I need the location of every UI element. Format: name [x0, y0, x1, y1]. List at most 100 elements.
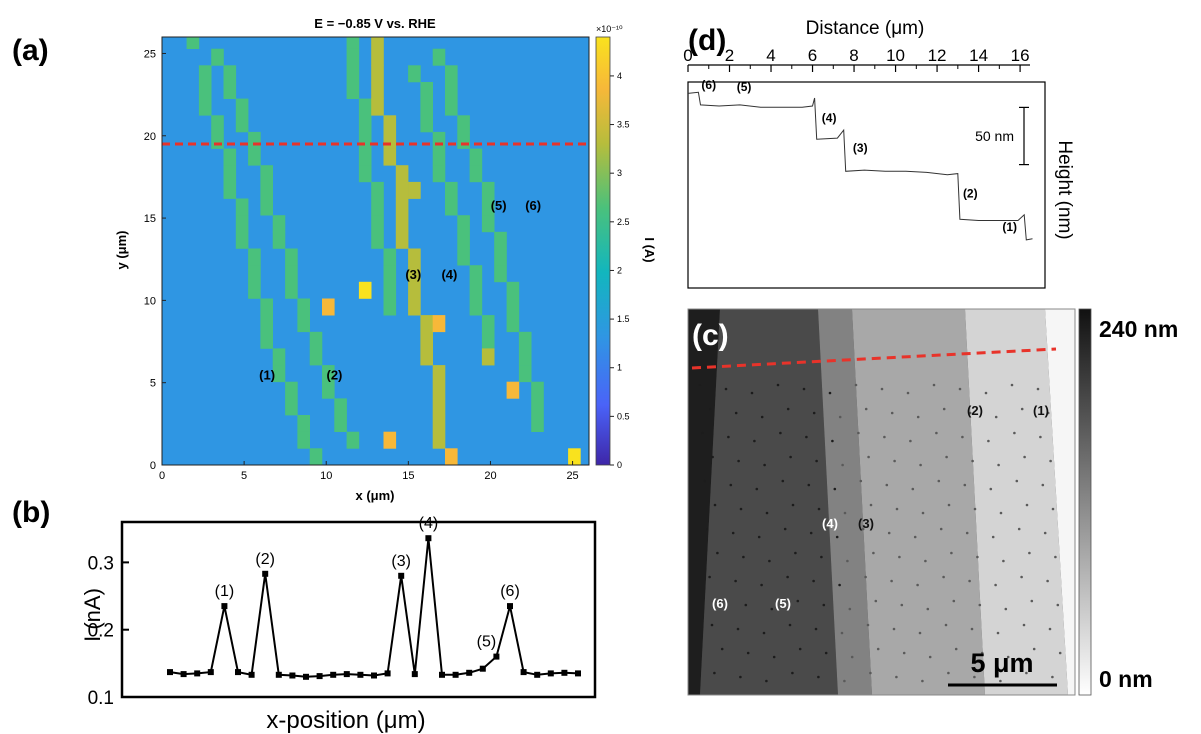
heatmap-cell	[285, 248, 298, 266]
heatmap-cell	[358, 165, 372, 183]
line-chart-annotation: (2)	[255, 551, 275, 568]
heatmap-cell	[260, 198, 273, 216]
afm-pit	[710, 623, 714, 627]
heatmap-cell	[272, 215, 286, 233]
profile-frame	[687, 81, 1046, 289]
afm-pit	[716, 551, 719, 555]
line-chart-annotation: (3)	[391, 553, 411, 570]
afm-pit	[727, 435, 730, 439]
afm-pit	[750, 391, 754, 395]
line-chart-point	[248, 671, 255, 678]
afm-pit	[831, 439, 834, 443]
afm-pit	[739, 507, 743, 511]
afm-pit	[705, 527, 709, 531]
heatmap-xtick-label: 10	[320, 470, 332, 482]
afm-pit	[760, 415, 764, 419]
afm-pit	[965, 531, 969, 535]
heatmap-cell	[358, 115, 372, 133]
heatmap-cell	[432, 381, 446, 399]
panel-a-label: (a)	[12, 34, 49, 67]
heatmap-cell	[383, 131, 397, 149]
afm-pit	[812, 411, 816, 415]
heatmap-cell	[260, 315, 273, 333]
afm-pit	[1017, 527, 1021, 531]
profile-annotation: (2)	[963, 187, 978, 201]
afm-pit	[828, 391, 832, 395]
afm-pit	[945, 455, 948, 459]
line-chart-series	[169, 538, 579, 678]
afm-pit	[869, 503, 873, 507]
line-chart-point	[561, 669, 568, 676]
heatmap-cell	[420, 348, 433, 366]
afm-pit	[989, 487, 993, 491]
afm-pit	[944, 623, 948, 627]
afm-pit	[737, 459, 740, 463]
afm-pit	[1046, 411, 1050, 415]
heatmap-cell	[358, 148, 372, 166]
heatmap-cell	[481, 198, 495, 216]
heatmap-cell	[408, 65, 421, 83]
heatmap-colorbar-tick-label: 3.5	[617, 120, 630, 130]
heatmap-cell	[432, 431, 446, 449]
heatmap-annotation: (6)	[525, 198, 541, 213]
afm-pit	[850, 655, 854, 659]
heatmap-colorbar-tick-label: 2.5	[617, 217, 630, 227]
heatmap-cell	[346, 82, 360, 99]
heatmap-cell	[395, 181, 409, 199]
afm-pit	[835, 535, 839, 539]
line-chart-annotation: (5)	[477, 634, 497, 651]
afm-pit	[786, 575, 789, 579]
profile-ylabel: Height (nm)	[1054, 140, 1075, 239]
heatmap-cell	[432, 148, 446, 166]
afm-label-4: (4)	[822, 516, 838, 531]
heatmap-cells	[162, 37, 589, 465]
heatmap-colorbar-exponent: ×10⁻¹⁰	[596, 24, 623, 34]
afm-pit	[952, 599, 956, 603]
heatmap-cell	[235, 115, 249, 133]
afm-pit	[718, 599, 722, 603]
heatmap-xtick-label: 15	[402, 470, 414, 482]
afm-pit	[947, 503, 951, 507]
afm-pit	[760, 583, 763, 587]
afm-pit	[980, 651, 984, 655]
afm-pit	[1006, 655, 1010, 659]
profile-xtick-label: 6	[808, 46, 817, 65]
heatmap-cell	[223, 148, 237, 166]
afm-label-5: (5)	[775, 596, 791, 611]
afm-pit	[1056, 603, 1060, 607]
afm-pit	[994, 415, 998, 419]
heatmap-hot-cell	[481, 348, 495, 366]
heatmap-cell	[506, 281, 520, 299]
heatmap-cell	[211, 115, 224, 133]
panel-d-height-profile: (d) Distance (μm) 0 2 4 6 8 10 12 14 16 (6) (5) (4…	[683, 18, 1075, 289]
afm-pit	[924, 559, 927, 563]
heatmap-cell	[445, 198, 458, 216]
heatmap-cell	[297, 431, 310, 449]
heatmap-cell	[481, 315, 495, 333]
line-chart-point	[479, 665, 486, 672]
afm-pit	[765, 511, 769, 515]
afm-pit	[1025, 503, 1029, 507]
afm-pit	[1046, 579, 1049, 583]
heatmap-cell	[383, 248, 397, 266]
afm-pit	[833, 487, 837, 491]
afm-pit	[817, 675, 820, 679]
heatmap-cell	[297, 315, 310, 333]
heatmap-cell	[432, 415, 446, 432]
afm-pit	[996, 631, 1000, 635]
heatmap-colorbar-ticks: 0 0.5 1 1.5 2 2.5 3 3.5 4	[610, 71, 630, 470]
afm-pit	[902, 651, 906, 655]
afm-pit	[755, 487, 759, 491]
afm-pit	[994, 583, 997, 587]
heatmap-cell	[285, 398, 298, 416]
heatmap-cell	[371, 37, 384, 49]
profile-annotation: (1)	[1002, 220, 1017, 234]
heatmap-annotation: (4)	[441, 267, 457, 282]
heatmap-cell	[445, 98, 458, 116]
heatmap-cell	[432, 131, 446, 149]
line-chart-point	[262, 570, 269, 577]
line-chart-ylabel: I (nA)	[80, 588, 105, 642]
afm-pit	[1032, 647, 1036, 651]
heatmap-cell	[371, 65, 384, 83]
